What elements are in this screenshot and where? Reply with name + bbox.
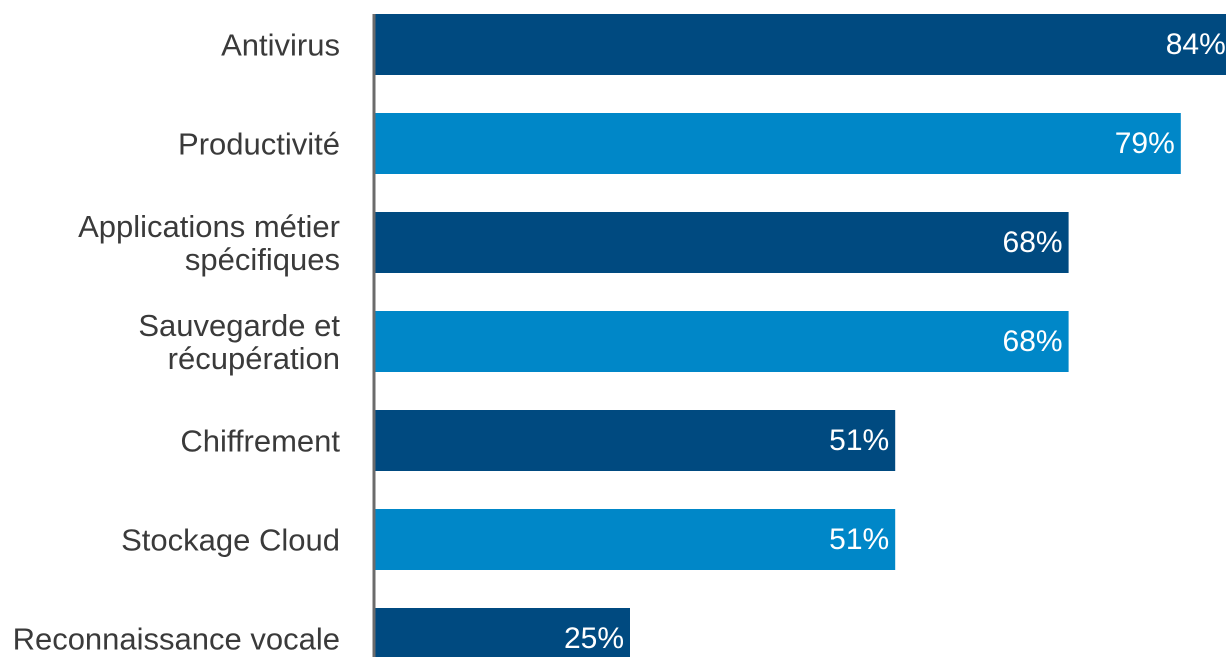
category-label-line: Productivité <box>178 127 340 162</box>
category-label-line: Chiffrement <box>180 424 340 459</box>
bar-4 <box>375 410 896 471</box>
bar-6 <box>375 608 630 657</box>
category-label-1: Productivité <box>178 127 340 162</box>
bar-2 <box>375 212 1069 273</box>
bar-3 <box>375 311 1069 372</box>
value-label-0: 84% <box>1166 28 1226 61</box>
category-label-3: Sauvegarde et récupération <box>138 308 340 376</box>
category-labels-layer: Antivirus Productivité Applications métier… <box>13 28 341 657</box>
category-label-4: Chiffrement <box>180 424 340 459</box>
category-label-line: Antivirus <box>221 28 340 63</box>
category-label-line: Reconnaissance vocale <box>13 622 340 657</box>
category-label-0: Antivirus <box>221 28 340 63</box>
category-label-6: Reconnaissance vocale <box>13 622 340 657</box>
category-label-line: Stockage Cloud <box>121 523 340 558</box>
category-label-line: récupération <box>168 341 340 376</box>
category-label-5: Stockage Cloud <box>121 523 340 558</box>
bar-5 <box>375 509 896 570</box>
category-label-line: Sauvegarde et <box>138 308 340 343</box>
value-label-5: 51% <box>829 523 889 556</box>
value-label-3: 68% <box>1003 325 1063 358</box>
bar-1 <box>375 113 1181 174</box>
value-label-1: 79% <box>1115 127 1175 160</box>
bars-layer: 84% 79% 68% 68% 51% 51% 25% <box>375 14 1226 657</box>
value-label-2: 68% <box>1003 226 1063 259</box>
category-label-line: spécifiques <box>185 242 340 277</box>
value-label-4: 51% <box>829 424 889 457</box>
value-label-6: 25% <box>564 622 624 655</box>
category-label-2: Applications métier spécifiques <box>78 209 340 277</box>
category-label-line: Applications métier <box>78 209 340 244</box>
bar-0 <box>375 14 1226 75</box>
